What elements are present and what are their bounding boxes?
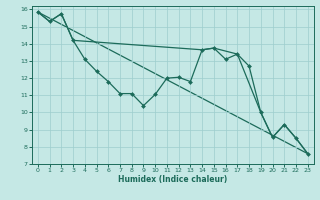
X-axis label: Humidex (Indice chaleur): Humidex (Indice chaleur) <box>118 175 228 184</box>
